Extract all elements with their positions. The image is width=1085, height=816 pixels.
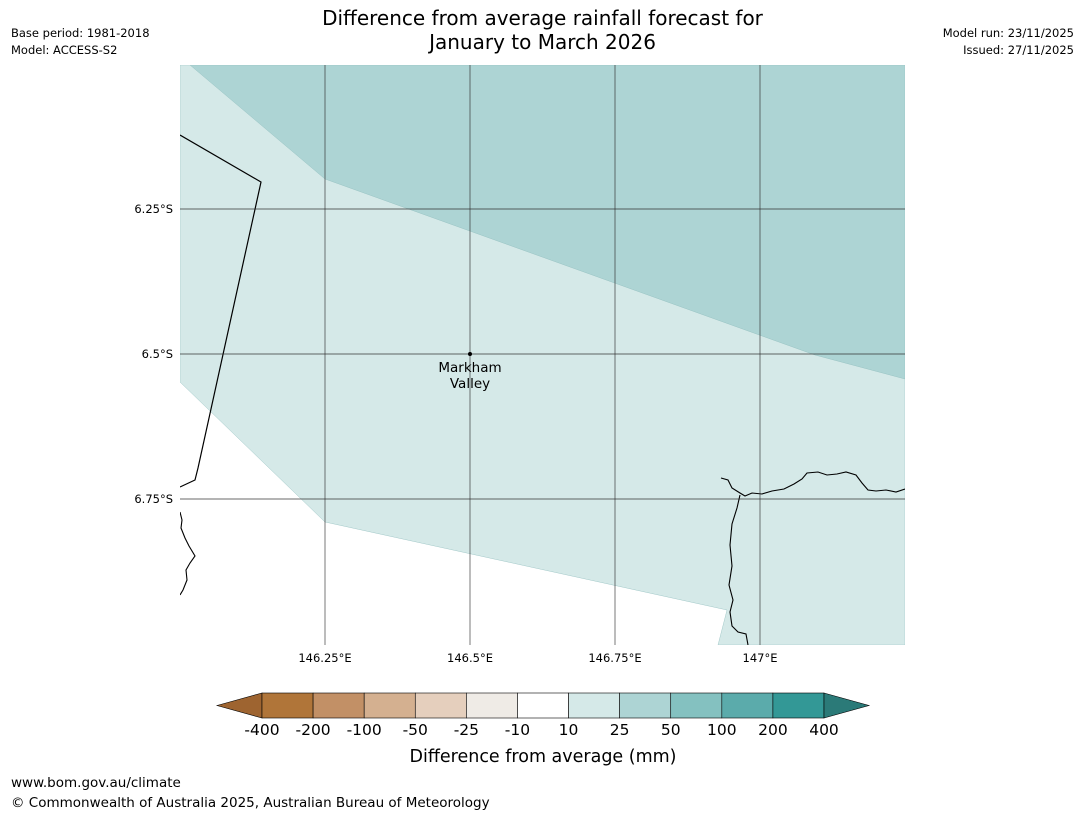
coastline-west: [180, 511, 196, 596]
base-period-text: Base period: 1981-2018: [11, 26, 150, 40]
metadata-right: Model run: 23/11/2025 Issued: 27/11/2025: [943, 25, 1074, 59]
place-label-line-1: Markham: [438, 360, 501, 376]
colorbar-swatch: [568, 692, 620, 719]
colorbar-swatch: [312, 692, 365, 719]
graticule: [180, 65, 905, 645]
coastline-huon-gulf: [720, 471, 905, 497]
colorbar-tick-label: -50: [403, 721, 428, 739]
colorbar-tick-label: -25: [454, 721, 479, 739]
region-25-50mm: [189, 65, 905, 380]
issued-text: Issued: 27/11/2025: [963, 43, 1074, 57]
province-boundary-line: [180, 134, 262, 488]
colorbar-swatch: [466, 692, 518, 719]
model-run-text: Model run: 23/11/2025: [942, 26, 1074, 40]
lat-label: 6.75°S: [134, 492, 173, 506]
colorbar-extend-low: [215, 692, 263, 719]
lon-label: 146.5°E: [447, 651, 493, 665]
title-line-1: Difference from average rainfall forecas…: [322, 6, 763, 30]
place-label-line-2: Valley: [450, 376, 490, 392]
footer-copyright: © Commonwealth of Australia 2025, Austra…: [11, 795, 490, 811]
model-text: Model: ACCESS-S2: [11, 43, 118, 57]
lat-label: 6.25°S: [134, 202, 173, 216]
colorbar-swatch: [261, 692, 314, 719]
colorbar-tick-label: -10: [505, 721, 530, 739]
metadata-left: Base period: 1981-2018 Model: ACCESS-S2: [11, 25, 150, 59]
colorbar-swatch: [721, 692, 774, 719]
colorbar-swatch: [772, 692, 825, 719]
colorbar-extend-high: [823, 692, 871, 719]
colorbar-swatch: [517, 692, 569, 719]
colorbar-swatch: [414, 692, 467, 719]
title-line-2: January to March 2026: [429, 30, 656, 54]
colorbar-tick-label: 50: [661, 721, 681, 739]
colorbar-tick-label: -400: [244, 721, 279, 739]
lat-label: 6.5°S: [142, 347, 173, 361]
colorbar-tick-label: -200: [295, 721, 330, 739]
colorbar-tick-label: -100: [347, 721, 382, 739]
colorbar-tick-label: 10: [559, 721, 579, 739]
lon-label: 146.25°E: [298, 651, 351, 665]
footer-url: www.bom.gov.au/climate: [11, 775, 181, 791]
colorbar-swatch: [670, 692, 723, 719]
colorbar-tick-label: 25: [610, 721, 630, 739]
colorbar-swatch: [363, 692, 416, 719]
lon-label: 146.75°E: [588, 651, 641, 665]
colorbar-tick-label: 200: [758, 721, 788, 739]
location-marker: [468, 352, 472, 356]
colorbar-tick-label: 400: [809, 721, 839, 739]
colorbar-swatch: [619, 692, 672, 719]
colorbar-tick-label: 100: [707, 721, 737, 739]
lon-label: 147°E: [743, 651, 778, 665]
colorbar: -400 -200 -100 -50 -25 -10 10 25 50 100 200 400 Dif…: [215, 692, 871, 767]
colorbar-title: Difference from average (mm): [409, 747, 676, 767]
map-area: Markham Valley: [180, 65, 905, 645]
coastline-south: [728, 494, 749, 645]
map-title: Difference from average rainfall forecas…: [0, 6, 1085, 54]
